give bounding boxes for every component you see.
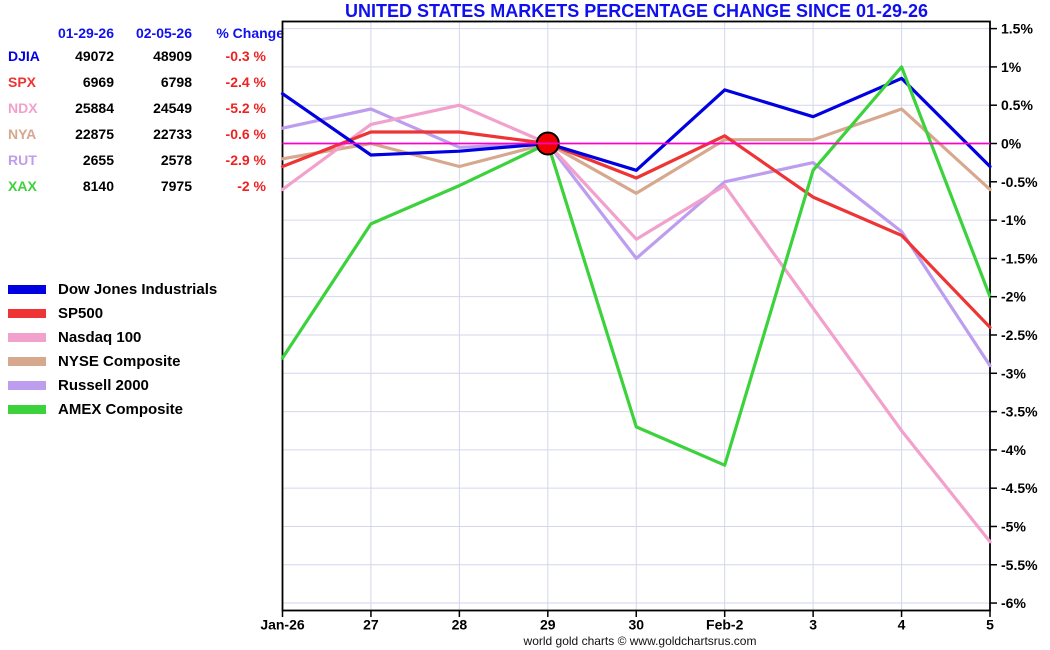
x-tick-label: Feb-2 — [706, 617, 744, 633]
end-value: 7975 — [160, 178, 192, 194]
legend: Dow Jones Industrials SP500 Nasdaq 100 NYSE… — [8, 277, 217, 421]
legend-swatch — [8, 356, 46, 366]
table-row: NYA 22875 22733 -0.6 % — [8, 121, 284, 147]
y-tick-label: -0.5% — [1001, 174, 1038, 190]
legend-label: SP500 — [58, 304, 104, 322]
start-value: 6969 — [82, 74, 114, 90]
y-tick-label: -4% — [1001, 442, 1026, 458]
start-value: 49072 — [75, 48, 114, 64]
legend-swatch — [8, 404, 46, 414]
footer-credit: world gold charts © www.goldchartsrus.co… — [523, 634, 757, 648]
x-tick-label: 27 — [363, 617, 379, 633]
y-tick-label: 1% — [1001, 59, 1022, 75]
legend-item: Nasdaq 100 — [8, 325, 217, 349]
y-tick-label: 1.5% — [1001, 21, 1033, 37]
x-tick-label: 30 — [628, 617, 644, 633]
x-tick-label: 28 — [452, 617, 468, 633]
table-header-percent-change: % Change — [216, 25, 284, 41]
legend-swatch — [8, 284, 46, 294]
end-value: 6798 — [160, 74, 192, 90]
chart-title: UNITED STATES MARKETS PERCENTAGE CHANGE … — [344, 1, 929, 21]
x-tick-label: 4 — [898, 617, 906, 633]
x-tick-label: 5 — [986, 617, 994, 633]
start-value: 8140 — [82, 178, 114, 194]
percent-change-value: -2.9 % — [225, 152, 266, 168]
legend-item: NYSE Composite — [8, 349, 217, 373]
legend-item: SP500 — [8, 301, 217, 325]
ticker-label: NYA — [8, 126, 37, 142]
ticker-label: NDX — [8, 100, 38, 116]
table-header-end-date: 02-05-26 — [135, 25, 192, 41]
summary-table: 01-29-26 02-05-26 % Change DJIA 49072 4890… — [8, 23, 284, 199]
ticker-label: DJIA — [8, 48, 40, 64]
y-tick-label: -5% — [1001, 518, 1026, 534]
start-value: 25884 — [75, 100, 114, 116]
series-line-xax — [280, 65, 992, 467]
legend-label: Nasdaq 100 — [58, 328, 142, 346]
end-value: 2578 — [160, 152, 192, 168]
table-header-row: 01-29-26 02-05-26 % Change — [8, 23, 284, 43]
start-value: 2655 — [82, 152, 114, 168]
table-row: XAX 8140 7975 -2 % — [8, 173, 284, 199]
y-tick-label: -3.5% — [1001, 404, 1038, 420]
y-tick-label: -4.5% — [1001, 480, 1038, 496]
legend-swatch — [8, 380, 46, 390]
legend-item: AMEX Composite — [8, 397, 217, 421]
percent-change-value: -2 % — [237, 178, 266, 194]
end-value: 24549 — [153, 100, 192, 116]
legend-swatch — [8, 332, 46, 342]
table-row: DJIA 49072 48909 -0.3 % — [8, 43, 284, 69]
percent-change-value: -2.4 % — [225, 74, 266, 90]
percent-change-value: -5.2 % — [225, 100, 266, 116]
table-header-start-date: 01-29-26 — [57, 25, 114, 41]
end-value: 22733 — [153, 126, 192, 142]
legend-label: NYSE Composite — [58, 352, 181, 370]
table-row: SPX 6969 6798 -2.4 % — [8, 69, 284, 95]
y-tick-label: -5.5% — [1001, 557, 1038, 573]
table-row: NDX 25884 24549 -5.2 % — [8, 95, 284, 121]
series-line-djia — [280, 76, 992, 172]
table-body: DJIA 49072 48909 -0.3 % SPX 6969 6798 -2.4 % NDX… — [8, 43, 284, 199]
y-tick-label: -3% — [1001, 365, 1026, 381]
percent-change-value: -0.3 % — [225, 48, 266, 64]
ticker-label: SPX — [8, 74, 37, 90]
ticker-label: XAX — [8, 178, 37, 194]
end-value: 48909 — [153, 48, 192, 64]
percent-change-value: -0.6 % — [225, 126, 266, 142]
y-tick-label: -1.5% — [1001, 250, 1038, 266]
y-tick-label: -6% — [1001, 595, 1026, 611]
series-line-ndx — [280, 103, 992, 544]
y-tick-label: -2.5% — [1001, 327, 1038, 343]
legend-swatch — [8, 308, 46, 318]
x-tick-label: Jan-26 — [260, 617, 305, 633]
start-value: 22875 — [75, 126, 114, 142]
legend-label: Russell 2000 — [58, 376, 149, 394]
x-tick-label: 3 — [809, 617, 817, 633]
ticker-label: RUT — [8, 152, 37, 168]
y-tick-label: -2% — [1001, 289, 1026, 305]
series-line-rut — [280, 107, 992, 368]
legend-item: Dow Jones Industrials — [8, 277, 217, 301]
y-tick-label: -1% — [1001, 212, 1026, 228]
y-tick-label: 0.5% — [1001, 97, 1033, 113]
y-tick-label: 0% — [1001, 136, 1022, 152]
table-row: RUT 2655 2578 -2.9 % — [8, 147, 284, 173]
legend-label: AMEX Composite — [58, 400, 184, 418]
legend-item: Russell 2000 — [8, 373, 217, 397]
series-line-nya — [280, 107, 992, 195]
series-line-spx — [280, 130, 992, 329]
legend-label: Dow Jones Industrials — [58, 280, 218, 298]
x-tick-label: 29 — [540, 617, 556, 633]
